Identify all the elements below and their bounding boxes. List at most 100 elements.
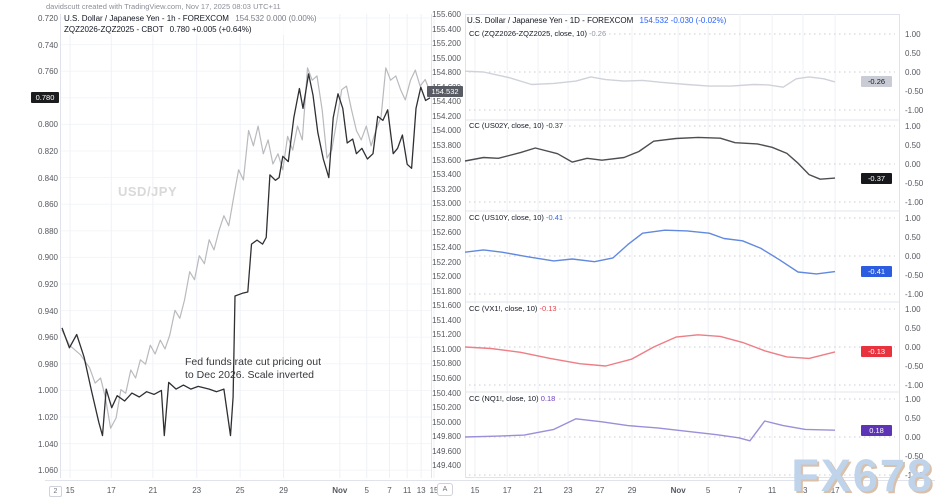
auto-scale-button[interactable]: A xyxy=(437,483,453,496)
right-legend-row[interactable]: U.S. Dollar / Japanese Yen - 1D - FOREXC… xyxy=(467,15,726,26)
usdjpy-price-tick: 154.400 xyxy=(432,97,461,107)
series-line-usdjpy xyxy=(61,67,431,429)
usdjpy-price-tick: 151.000 xyxy=(432,344,461,354)
cc-scale-tick: 1.00 xyxy=(905,30,921,39)
right-date-tick: 23 xyxy=(563,486,573,495)
cc-panel-label-3[interactable]: CC (US10Y, close, 10) -0.41 xyxy=(467,213,566,222)
right-legend-title: U.S. Dollar / Japanese Yen - 1D - FOREXC… xyxy=(467,16,634,25)
usdjpy-price-tick: 155.200 xyxy=(432,39,461,49)
left-legend-values-2: 0.780 +0.005 (+0.64%) xyxy=(169,25,252,34)
usdjpy-price-tick: 154.200 xyxy=(432,111,461,121)
cc-panel-label-1[interactable]: CC (ZQZ2026-ZQZ2025, close, 10) -0.26 xyxy=(467,29,609,38)
right-date-tick: Nov xyxy=(670,486,686,495)
right-legend-values: 154.532 -0.030 (-0.02%) xyxy=(639,16,727,25)
left-price-tick: 0.900 xyxy=(37,253,58,263)
left-price-tick: 0.940 xyxy=(37,306,58,316)
cc-panel-value: -0.26 xyxy=(589,29,607,38)
usdjpy-price-tick: 152.600 xyxy=(432,228,461,238)
cc-value-badge-5: 0.18 xyxy=(861,424,892,436)
left-date-tick: 23 xyxy=(192,486,202,495)
cc-value-badge-3: -0.41 xyxy=(861,266,892,278)
cc-scale-tick: 1.00 xyxy=(905,214,921,223)
left-legend-row-1[interactable]: U.S. Dollar / Japanese Yen - 1h - FOREXC… xyxy=(64,13,317,24)
left-price-tick: 0.860 xyxy=(37,200,58,210)
cc-panel-title: CC (VX1!, close, 10) xyxy=(469,304,540,313)
cc-panel-value: -0.37 xyxy=(545,121,564,130)
left-price-tick: 0.960 xyxy=(37,333,58,343)
credit-line: davidscutt created with TradingView.com,… xyxy=(46,2,281,11)
symbol-watermark: USD/JPY xyxy=(118,184,178,199)
series-line-fedfunds-spread xyxy=(61,73,431,437)
cc-scale-tick: 0.50 xyxy=(905,324,921,333)
usdjpy-price-tick: 152.400 xyxy=(432,242,461,252)
right-date-tick: 11 xyxy=(767,486,777,495)
annotation-note: Fed funds rate cut pricing out to Dec 20… xyxy=(185,356,321,382)
cc-scale-tick: 0.00 xyxy=(905,68,921,77)
cc-scale-tick: 0.50 xyxy=(905,233,921,242)
usdjpy-price-tick: 151.600 xyxy=(432,301,461,311)
usdjpy-price-tick: 150.200 xyxy=(432,403,461,413)
usdjpy-price-tick: 152.200 xyxy=(432,257,461,267)
left-legend-title-1: U.S. Dollar / Japanese Yen - 1h - FOREXC… xyxy=(64,14,229,23)
left-legend-values-1: 154.532 0.000 (0.00%) xyxy=(235,14,317,23)
usdjpy-price-tick: 151.400 xyxy=(432,315,461,325)
cc-scale-tick: -0.50 xyxy=(905,271,924,280)
right-date-tick: 5 xyxy=(705,486,711,495)
right-date-tick: 29 xyxy=(627,486,637,495)
cc-scale-tick: -1.00 xyxy=(905,198,924,207)
cc-scale-tick: 0.50 xyxy=(905,49,921,58)
usdjpy-price-tick: 153.600 xyxy=(432,155,461,165)
left-date-tick: 29 xyxy=(279,486,288,495)
series-line-cc-4 xyxy=(464,334,836,367)
cc-scale-tick: 0.00 xyxy=(905,343,921,352)
cc-scale-tick: 0.50 xyxy=(905,414,921,423)
left-price-tick: 0.740 xyxy=(37,40,58,50)
left-date-tick: 15 xyxy=(65,486,75,495)
cc-scale-tick: 1.00 xyxy=(905,395,921,404)
scale-2-button[interactable]: 2 xyxy=(49,486,62,497)
time-axis-border xyxy=(45,480,935,481)
left-price-tick: 0.880 xyxy=(37,226,58,236)
usdjpy-price-tick: 150.600 xyxy=(432,374,461,383)
usdjpy-price-tick: 151.800 xyxy=(432,286,461,296)
right-date-tick: 17 xyxy=(830,486,840,495)
cc-scale-tick: -1.00 xyxy=(905,381,924,390)
cc-scale-tick: -1.00 xyxy=(905,106,924,115)
usdjpy-price-tick: 152.800 xyxy=(432,213,461,223)
usdjpy-price-tick: 150.000 xyxy=(432,417,461,427)
annotation-line-2: to Dec 2026. Scale inverted xyxy=(185,369,314,381)
spread-last-price-badge: 0.780 xyxy=(31,92,59,104)
left-price-tick: 0.720 xyxy=(37,14,58,23)
series-line-cc-1 xyxy=(464,70,836,88)
cc-scale-tick: -1.00 xyxy=(905,471,924,480)
cc-scale-tick: -0.50 xyxy=(905,87,924,96)
cc-scale-tick: -0.50 xyxy=(905,362,924,371)
left-legend-title-2: ZQZ2026-ZQZ2025 - CBOT xyxy=(64,25,164,34)
usdjpy-price-tick: 154.800 xyxy=(432,68,461,78)
cc-value-badge-4: -0.13 xyxy=(861,346,892,358)
cc-panel-label-4[interactable]: CC (VX1!, close, 10) -0.13 xyxy=(467,304,559,313)
left-date-tick: 17 xyxy=(106,486,116,495)
left-price-tick: 1.000 xyxy=(37,386,58,396)
usdjpy-price-tick: 155.400 xyxy=(432,24,461,34)
usdjpy-price-tick: 150.400 xyxy=(432,388,461,398)
cc-panel-label-2[interactable]: CC (US02Y, close, 10) -0.37 xyxy=(467,121,566,130)
left-price-tick: 0.800 xyxy=(37,120,58,130)
cc-panel-label-5[interactable]: CC (NQ1!, close, 10) 0.18 xyxy=(467,394,558,403)
usdjpy-last-price-badge: 154.532 xyxy=(427,86,463,97)
right-plot-area xyxy=(464,14,900,478)
cc-panel-title: CC (NQ1!, close, 10) xyxy=(469,394,541,403)
left-date-tick: 15 xyxy=(429,486,439,495)
fx678-watermark: FX678 xyxy=(791,450,934,500)
left-price-tick: 1.040 xyxy=(37,439,58,449)
cc-panel-title: CC (US02Y, close, 10) xyxy=(469,121,546,130)
right-pane-border xyxy=(465,14,900,478)
cc-panel-value: -0.41 xyxy=(545,213,564,222)
left-price-tick: 0.820 xyxy=(37,147,58,156)
annotation-line-1: Fed funds rate cut pricing out xyxy=(185,356,321,368)
left-legend-row-2[interactable]: ZQZ2026-ZQZ2025 - CBOT 0.780 +0.005 (+0.… xyxy=(64,24,317,35)
cc-scale-tick: -0.50 xyxy=(905,452,924,461)
cc-scale-tick: 0.50 xyxy=(905,141,921,150)
right-date-tick: 21 xyxy=(533,486,543,495)
